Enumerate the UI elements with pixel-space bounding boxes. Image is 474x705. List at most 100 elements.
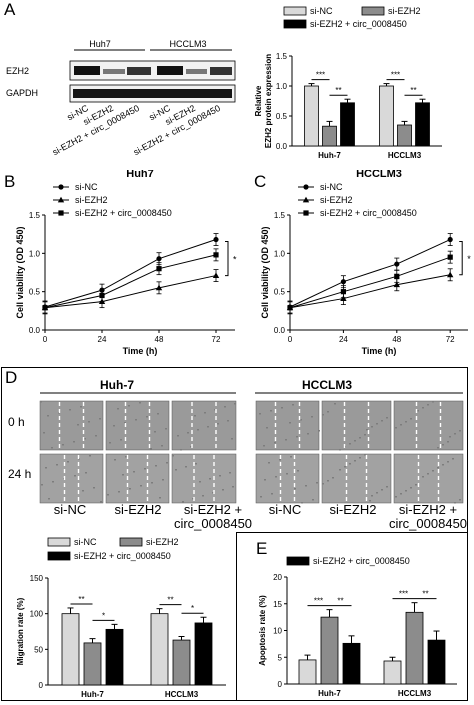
y-tick-label: 50 [34,645,43,654]
scratch-texture [41,484,43,486]
sig-label: ** [337,597,343,606]
bar [105,628,124,686]
y-tick-label: 1.5 [276,52,288,61]
y-tick-label: 0.0 [276,142,288,151]
sig-label: ** [78,595,84,604]
bar [379,85,394,147]
marker-square [287,305,293,311]
bar [427,639,446,685]
marker-square [447,254,453,260]
marker-circle [303,184,309,190]
sig-label: * [467,254,471,264]
scratch-texture [332,477,334,479]
scratch-texture [214,409,216,411]
y-tick-label: 1.0 [274,249,286,258]
legend-swatch [47,537,71,547]
wb-band [103,69,125,74]
bar [340,102,355,147]
sig-label: * [191,604,194,613]
scratch-texture [107,494,109,496]
scratch-texture [219,475,221,477]
scratch-texture [364,434,366,436]
chart-b: Huh7 0.0 0.5 1.0 1.5 0 24 48 72 Time (h) Cell viab… [15,170,237,356]
x-category-label: HCCLM3 [165,690,199,699]
scratch-texture [199,481,201,483]
scratch-texture [120,439,122,441]
y-tick-label: 10 [273,627,282,636]
wb-cell-line-2: HCCLM3 [169,39,206,49]
bar [415,102,430,147]
scratch-texture [77,424,79,426]
scratch-texture [432,401,434,403]
scratch-texture [212,492,214,494]
series-line [289,239,451,308]
scratch-texture [364,454,366,456]
scratch-group-huh7: Huh-7 [100,378,134,392]
legend-label: si-NC [320,182,343,192]
y-tick-label: 0.5 [29,288,41,297]
scratch-texture [162,479,164,481]
scratch-texture [113,425,115,427]
legend-label: si-EZH2 + circ_0008450 [313,556,410,566]
series-line [289,274,451,309]
scratch-texture [234,403,236,405]
scratch-texture [447,441,449,443]
x-tick-label: 48 [392,335,401,344]
y-tick-label: 1.5 [29,211,41,220]
sig-label: * [102,611,105,620]
marker-square [42,305,48,311]
sig-label: * [233,255,237,265]
scratch-texture [371,426,373,428]
scratch-texture [129,488,131,490]
panel-letter-b: B [4,172,16,191]
scratch-texture [432,470,434,472]
scratch-texture [300,419,302,421]
scratch-texture [292,404,294,406]
scratch-texture [140,485,142,487]
scratch-texture [268,462,270,464]
scratch-texture [182,501,184,503]
panel-letter-e: E [256,539,268,558]
marker-triangle [212,272,220,278]
scratch-texture [95,435,97,437]
scratch-texture [139,402,141,404]
x-tick-label: 72 [446,335,455,344]
scratch-texture [190,446,192,448]
y-tick-label: 0.0 [29,326,41,335]
scratch-texture [146,416,148,418]
legend-swatch [119,537,143,547]
chart-a: 0.0 0.5 1.0 1.5 Relative EZH2 protein express… [254,6,442,160]
scratch-texture [307,433,309,435]
scratch-texture [344,466,346,468]
scratch-texture [227,420,229,422]
y-tick-label: 15 [273,600,282,609]
scratch-texture [427,473,429,475]
scratch-texture [437,467,439,469]
scratch-texture [124,422,126,424]
bar [383,660,402,685]
scratch-texture [231,438,233,440]
scratch-texture [376,423,378,425]
scratch-texture [109,442,111,444]
scratch-texture [114,459,116,461]
scratch-cond-2: si-EZH2 [114,502,162,517]
legend-label: si-NC [74,537,97,547]
wb-band [186,69,207,74]
scratch-texture [118,491,120,493]
wb-protein-ezh2: EZH2 [6,66,29,76]
scratch-texture [125,456,127,458]
scratch-texture [45,467,47,469]
bar [322,125,337,147]
legend-label: si-EZH2 [75,195,108,205]
scratch-texture [73,441,75,443]
bar [405,611,424,685]
scratch-texture [207,426,209,428]
scratch-texture [275,476,277,478]
y-tick-label: 0.0 [274,326,286,335]
scratch-texture [327,411,329,413]
scratch-texture [122,474,124,476]
scratch-texture [454,433,456,435]
scratch-texture [229,472,231,474]
scratch-texture [154,431,156,433]
legend-label: si-EZH2 + circ_0008450 [74,551,171,561]
